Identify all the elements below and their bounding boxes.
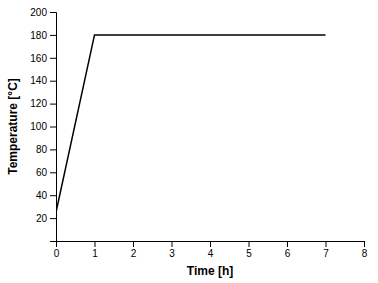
tick-mark: [50, 81, 56, 82]
tick: 20: [36, 213, 56, 224]
tick: 2: [131, 241, 137, 259]
tick: 180: [30, 30, 56, 41]
tick-mark: [50, 195, 56, 196]
tick: 7: [323, 241, 329, 259]
tick-label: 3: [169, 248, 175, 259]
tick-label: 5: [246, 248, 252, 259]
tick-mark: [50, 12, 56, 13]
tick-label: 120: [30, 98, 47, 109]
tick-label: 2: [131, 248, 137, 259]
tick: 40: [36, 190, 56, 201]
tick-mark: [50, 35, 56, 36]
tick: 5: [246, 241, 252, 259]
chart: 0 1 2 3 4 5 6 7 8 20 40 60 80 100 120 140 160 180 200 Time …: [0, 0, 378, 283]
tick-label: 7: [323, 248, 329, 259]
tick-mark: [133, 241, 134, 247]
tick-label: 20: [36, 213, 48, 224]
tick-label: 6: [285, 248, 291, 259]
x-axis: 0 1 2 3 4 5 6 7 8: [54, 241, 368, 259]
tick: 6: [285, 241, 291, 259]
tick-mark: [50, 149, 56, 150]
tick-label: 180: [30, 30, 47, 41]
tick: 0: [54, 241, 60, 259]
tick: 3: [169, 241, 175, 259]
tick: 4: [208, 241, 214, 259]
tick-label: 4: [208, 248, 214, 259]
tick: 120: [30, 98, 56, 109]
tick-mark: [50, 127, 56, 128]
tick-mark: [287, 241, 288, 247]
tick-mark: [326, 241, 327, 247]
tick-mark: [95, 241, 96, 247]
tick: 1: [92, 241, 98, 259]
tick: 200: [30, 7, 56, 18]
x-axis-title: Time [h]: [187, 264, 233, 278]
tick-label: 1: [92, 248, 98, 259]
tick-mark: [172, 241, 173, 247]
tick: 8: [362, 241, 368, 259]
y-axis-title: Temperature [°C]: [6, 78, 20, 175]
tick: 140: [30, 75, 56, 86]
tick-mark: [50, 58, 56, 59]
tick-mark: [50, 172, 56, 173]
axis-line: [50, 13, 57, 242]
tick-mark: [50, 218, 56, 219]
tick-mark: [249, 241, 250, 247]
tick-label: 8: [362, 248, 368, 259]
tick-mark: [50, 104, 56, 105]
tick-label: 0: [54, 248, 60, 259]
tick-mark: [364, 241, 365, 247]
tick-label: 80: [36, 144, 48, 155]
tick-label: 60: [36, 167, 48, 178]
tick-label: 140: [30, 75, 47, 86]
y-axis: 20 40 60 80 100 120 140 160 180 200: [30, 7, 56, 242]
tick-label: 40: [36, 190, 48, 201]
tick: 100: [30, 121, 56, 132]
tick: 160: [30, 53, 56, 64]
tick: 80: [36, 144, 56, 155]
tick-label: 100: [30, 121, 47, 132]
tick-label: 200: [30, 7, 47, 18]
tick: 60: [36, 167, 56, 178]
marks: [56, 35, 326, 212]
plot-area: 0 1 2 3 4 5 6 7 8 20 40 60 80 100 120 140 160 180 200: [30, 7, 367, 259]
line: [56, 35, 326, 212]
tick-label: 160: [30, 53, 47, 64]
axis-line: [57, 242, 365, 248]
tick-mark: [210, 241, 211, 247]
